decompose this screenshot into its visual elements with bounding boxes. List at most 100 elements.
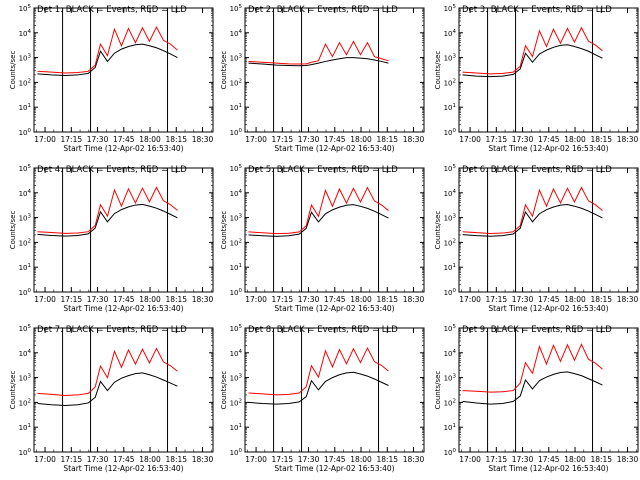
panel-title: Det 8: BLACK = Events, RED = LLD (248, 325, 398, 335)
x-axis-label: Start Time (12-Apr-02 16:53:40) (63, 464, 183, 473)
x-tick-label: 17:30 (298, 455, 320, 464)
y-tick-label: 105 (444, 4, 457, 13)
y-tick-label: 105 (19, 324, 32, 333)
y-tick-label: 100 (230, 128, 243, 137)
y-tick-label: 103 (444, 54, 457, 63)
x-axis-label: Start Time (12-Apr-02 16:53:40) (274, 464, 394, 473)
x-tick-label: 17:45 (538, 455, 560, 464)
x-tick-label: 17:00 (245, 295, 267, 304)
series-lld-line (37, 347, 178, 396)
x-tick-label: 17:15 (272, 295, 294, 304)
x-tick-label: 18:00 (139, 295, 161, 304)
x-tick-label: 18:00 (564, 135, 586, 144)
series-events-line (37, 372, 178, 406)
y-tick-label: 103 (230, 214, 243, 223)
y-tick-label: 102 (230, 398, 242, 407)
y-axis-label: Counts/sec (9, 51, 17, 90)
y-axis-label: Counts/sec (434, 371, 442, 410)
x-tick-label: 17:30 (87, 455, 109, 464)
x-tick-label: 18:15 (376, 295, 398, 304)
y-tick-label: 103 (19, 374, 32, 383)
x-tick-label: 17:15 (61, 135, 83, 144)
x-axis-label: Start Time (12-Apr-02 16:53:40) (63, 304, 183, 313)
panel-title: Det 6: BLACK = Events, RED = LLD (462, 165, 612, 175)
y-axis-label: Counts/sec (9, 211, 17, 250)
y-tick-label: 100 (444, 448, 457, 457)
x-tick-label: 17:30 (298, 135, 320, 144)
y-tick-label: 102 (230, 78, 242, 87)
x-tick-label: 17:30 (512, 455, 534, 464)
y-tick-label: 102 (444, 238, 456, 247)
detector-panel-3: Det 3: BLACK = Events, RED = LLD 100 101 10… (434, 4, 639, 153)
x-tick-label: 18:00 (564, 455, 586, 464)
y-tick-label: 102 (19, 238, 31, 247)
x-tick-label: 17:30 (512, 135, 534, 144)
x-tick-label: 18:30 (617, 135, 639, 144)
y-tick-label: 100 (230, 288, 243, 297)
plot-frame (244, 327, 425, 453)
y-tick-label: 105 (444, 324, 457, 333)
detector-panel-5: Det 5: BLACK = Events, RED = LLD 100 101 10… (220, 164, 425, 313)
x-tick-label: 18:15 (165, 135, 187, 144)
panel-title: Det 1: BLACK = Events, RED = LLD (37, 5, 187, 15)
y-tick-label: 103 (19, 214, 32, 223)
plot-frame (33, 167, 214, 293)
y-axis-label: Counts/sec (220, 211, 228, 250)
y-tick-label: 101 (444, 263, 456, 272)
y-tick-label: 100 (19, 448, 32, 457)
x-tick-label: 17:15 (272, 455, 294, 464)
x-tick-label: 18:15 (165, 295, 187, 304)
y-tick-label: 101 (444, 103, 456, 112)
y-tick-label: 101 (230, 423, 242, 432)
x-tick-label: 17:00 (34, 295, 56, 304)
x-tick-label: 18:15 (376, 135, 398, 144)
x-tick-label: 18:00 (564, 295, 586, 304)
series-events-line (248, 204, 389, 237)
y-tick-label: 105 (19, 4, 32, 13)
detector-panel-8: Det 8: BLACK = Events, RED = LLD 100 101 10… (220, 324, 425, 473)
x-tick-label: 17:15 (61, 295, 83, 304)
y-tick-label: 103 (19, 54, 32, 63)
series-lld-line (462, 186, 603, 235)
y-tick-label: 103 (444, 214, 457, 223)
y-tick-label: 104 (19, 29, 32, 38)
y-tick-label: 104 (444, 29, 457, 38)
x-tick-label: 18:15 (590, 455, 612, 464)
x-axis-label: Start Time (12-Apr-02 16:53:40) (488, 304, 608, 313)
x-tick-label: 18:30 (617, 295, 639, 304)
y-tick-label: 101 (230, 263, 242, 272)
panel-title: Det 9: BLACK = Events, RED = LLD (462, 325, 612, 335)
series-events-line (462, 203, 603, 237)
y-tick-label: 102 (19, 78, 31, 87)
y-tick-label: 105 (230, 164, 243, 173)
x-tick-label: 18:15 (590, 135, 612, 144)
x-axis-label: Start Time (12-Apr-02 16:53:40) (488, 144, 608, 153)
x-tick-label: 17:15 (486, 455, 508, 464)
x-tick-label: 17:45 (113, 455, 135, 464)
x-axis-label: Start Time (12-Apr-02 16:53:40) (63, 144, 183, 153)
x-tick-label: 17:45 (538, 135, 560, 144)
plot-frame (458, 7, 639, 133)
y-axis-label: Counts/sec (434, 211, 442, 250)
x-tick-label: 18:00 (139, 135, 161, 144)
x-axis-label: Start Time (12-Apr-02 16:53:40) (274, 144, 394, 153)
y-tick-label: 102 (444, 398, 456, 407)
x-tick-label: 18:00 (350, 135, 372, 144)
x-tick-label: 17:15 (486, 295, 508, 304)
x-tick-label: 18:30 (403, 295, 425, 304)
y-tick-label: 103 (230, 374, 243, 383)
x-tick-label: 17:00 (245, 135, 267, 144)
y-tick-label: 100 (19, 288, 32, 297)
y-tick-label: 100 (444, 288, 457, 297)
y-axis-label: Counts/sec (9, 371, 17, 410)
plot-frame (33, 7, 214, 133)
x-tick-label: 17:45 (113, 295, 135, 304)
x-tick-label: 17:30 (87, 295, 109, 304)
y-tick-label: 100 (230, 448, 243, 457)
series-lld-line (248, 186, 389, 235)
y-axis-label: Counts/sec (220, 51, 228, 90)
y-tick-label: 104 (230, 189, 243, 198)
series-lld-line (248, 40, 389, 65)
x-tick-label: 17:00 (34, 135, 56, 144)
x-tick-label: 17:00 (459, 455, 481, 464)
